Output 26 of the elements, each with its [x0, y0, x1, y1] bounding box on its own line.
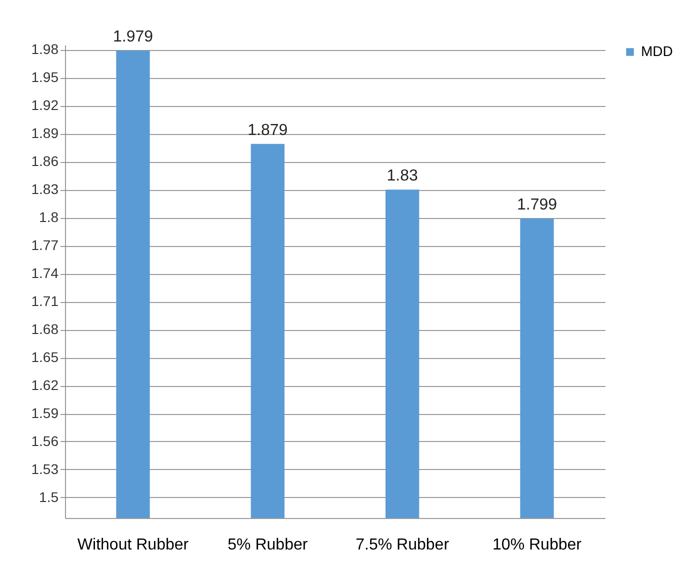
y-tick-label: 1.95 [31, 69, 59, 86]
y-tick-label: 1.74 [31, 265, 59, 282]
y-tick-label: 1.98 [31, 41, 59, 58]
y-tick-label: 1.56 [31, 433, 59, 449]
y-tick-label: 1.62 [31, 377, 59, 394]
y-tick-label: 1.77 [31, 237, 59, 254]
x-tick-label: 5% Rubber [228, 536, 308, 554]
y-tick-label: 1.71 [31, 293, 59, 310]
data-label: 1.879 [248, 122, 288, 139]
data-label: 1.979 [112, 28, 154, 46]
y-tick-label: 1.83 [31, 181, 59, 198]
x-tick-label: 10% Rubber [492, 536, 582, 554]
legend-label: MDD [641, 43, 673, 59]
y-tick-label: 1.65 [31, 349, 59, 366]
data-label: 1.799 [516, 196, 558, 214]
y-tick-label: 1.89 [31, 125, 59, 142]
x-tick-label: 7.5% Rubber [356, 536, 450, 554]
data-label: 1.83 [386, 168, 418, 185]
y-tick-label: 1.59 [31, 405, 59, 422]
y-tick-label: 1.68 [31, 321, 59, 338]
y-tick-label: 1.8 [39, 209, 59, 226]
x-tick-label: Without Rubber [77, 536, 190, 554]
y-tick-label: 1.5 [39, 488, 59, 505]
y-tick-label: 1.86 [31, 153, 59, 170]
y-tick-label: 1.53 [31, 460, 59, 477]
y-tick-label: 1.92 [31, 97, 59, 114]
